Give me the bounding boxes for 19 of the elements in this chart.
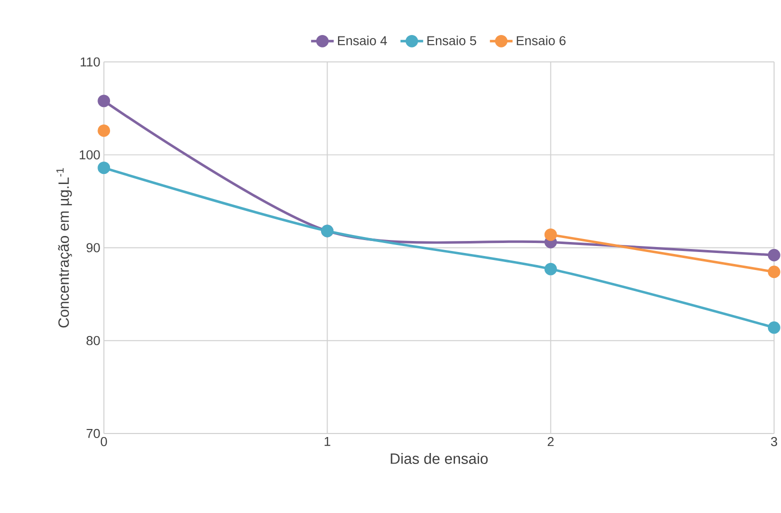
y-tick-label: 70 xyxy=(86,428,100,438)
y-tick-label: 110 xyxy=(80,57,100,66)
point xyxy=(544,228,557,241)
point xyxy=(98,161,110,174)
x-tick-label: 3 xyxy=(770,436,778,446)
point xyxy=(98,94,110,107)
legend-label: Ensaio 4 xyxy=(338,36,387,46)
point xyxy=(544,262,557,276)
x-axis-title: Dias de ensaio xyxy=(390,452,488,464)
y-tick-label: 100 xyxy=(80,150,100,160)
y-axis-title: Concentração em µg.L$^{-1}$ xyxy=(56,168,72,328)
y-tick-label: 90 xyxy=(86,242,100,252)
legend-label: Ensaio 6 xyxy=(516,36,566,46)
x-tick-label: 0 xyxy=(100,436,107,446)
x-tick-label: 2 xyxy=(548,436,554,446)
point xyxy=(98,124,110,137)
legend-label: Ensaio 5 xyxy=(427,36,476,46)
x-tick-label: 1 xyxy=(324,436,330,446)
y-tick-label: 80 xyxy=(86,336,100,345)
